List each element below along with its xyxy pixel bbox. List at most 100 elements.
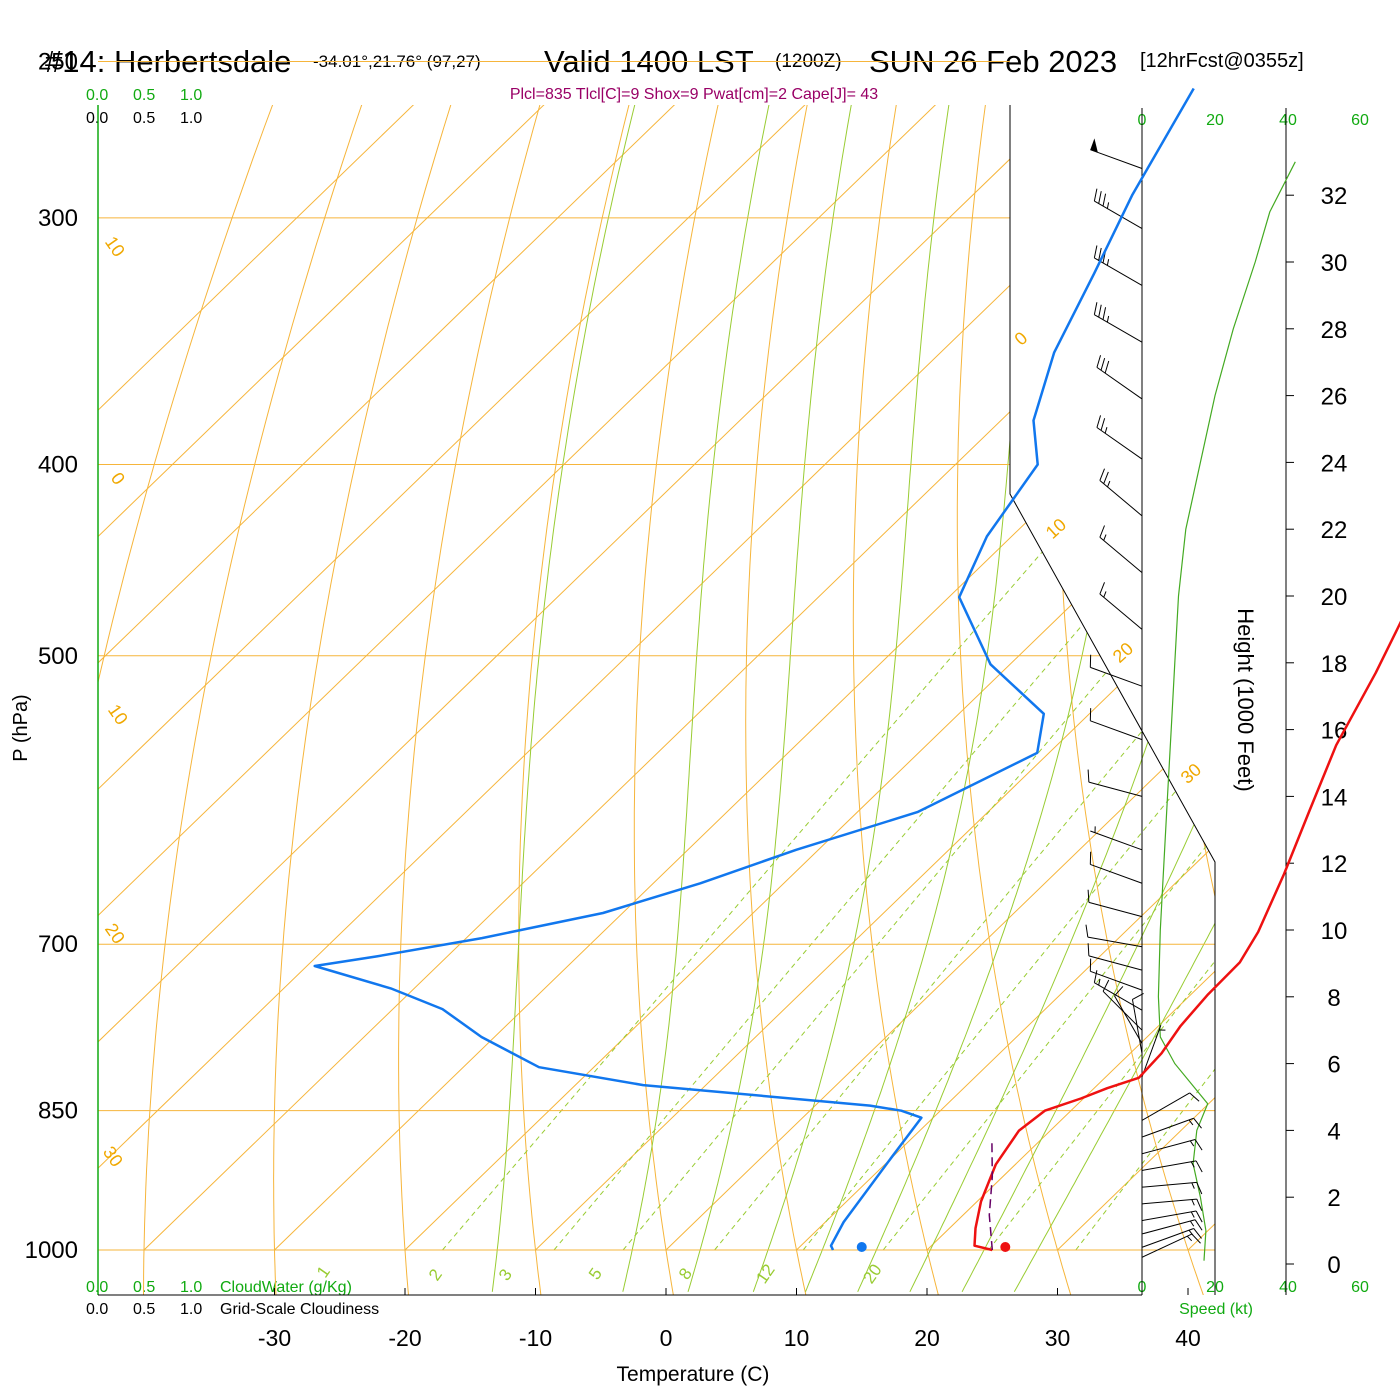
speed-scale-bottom: 0 20 40 60 Speed (kt): [1138, 1279, 1369, 1318]
cloudiness-tick-top: 0.5: [133, 110, 155, 127]
y-axis-label: P (hPa): [10, 694, 32, 761]
moist-adiabat-line: [491, 105, 656, 1292]
wind-barb-staff: [1090, 666, 1143, 687]
wind-barb-staff: [1090, 830, 1143, 851]
pressure-tick-label: 850: [38, 1098, 78, 1125]
forecast-info: [12hrFcst@0355z]: [1140, 50, 1304, 72]
wind-barb-flag: [1195, 1160, 1203, 1173]
wind-barb-half-flag: [1106, 315, 1110, 323]
height-tick-label: 30: [1321, 250, 1348, 277]
speed-axis-label: Speed (kt): [1179, 1301, 1253, 1318]
dry-adiabat-line: [398, 105, 575, 1295]
wind-barb-staff: [1087, 936, 1143, 948]
wind-barb: [1099, 468, 1143, 517]
x-tick-label: 30: [1045, 1325, 1071, 1351]
surface-temperature-marker: [1000, 1242, 1011, 1252]
wind-barb-staff: [1090, 720, 1143, 741]
wind-barb: [1089, 654, 1143, 687]
wind-barb-staff: [1141, 1181, 1197, 1188]
pressure-tick-label: 300: [38, 205, 78, 232]
height-tick-label: 10: [1321, 918, 1348, 945]
wind-barb-half-flag: [1107, 480, 1111, 488]
cloudwater-tick-bottom: 0.5: [133, 1279, 155, 1296]
cloudiness-tick-top: 1.0: [180, 110, 202, 127]
wind-barb-flag: [1103, 471, 1109, 484]
wind-barb-staff: [1141, 1117, 1194, 1138]
wind-barb-half-flag: [1191, 1199, 1195, 1206]
wind-barb: [1093, 188, 1143, 230]
wind-barb-flag: [1093, 970, 1098, 983]
moist-adiabat-line: [961, 105, 1215, 1293]
wind-barb-flag: [1193, 1228, 1202, 1239]
wind-barb: [1093, 245, 1143, 286]
wind-barb-staff: [1088, 901, 1143, 918]
x-tick-label: 10: [784, 1325, 810, 1351]
height-tick-label: 12: [1321, 851, 1348, 878]
pressure-axis-ticks: 1000 850 700 500 400 300 250: [25, 49, 78, 1264]
wind-barb-flag: [1087, 943, 1090, 956]
wind-barb-staff: [1090, 970, 1143, 991]
wind-barb: [1089, 708, 1143, 741]
wind-barb: [1087, 943, 1143, 971]
moist-adiabat-line: [622, 105, 787, 1292]
wind-barb-staff: [1099, 593, 1143, 630]
moist-adiabat-line: [752, 105, 962, 1292]
wind-barb-flag: [1099, 525, 1105, 538]
height-tick-label: 24: [1321, 450, 1348, 477]
height-tick-label: 22: [1321, 517, 1348, 544]
cloudwater-tick-bottom: 0.0: [86, 1279, 108, 1296]
wind-barb: [1096, 355, 1143, 400]
surface-dewpoint-marker: [856, 1242, 867, 1252]
wind-barb-flag: [1096, 415, 1102, 428]
cloudwater-tick-top: 0.0: [86, 87, 108, 104]
wind-barb-staff: [1141, 1233, 1193, 1258]
pressure-tick-label: 500: [38, 643, 78, 670]
isotherm-line: [274, 105, 1215, 1251]
x-tick-label: -20: [388, 1325, 421, 1351]
wind-barb-flag: [1087, 889, 1090, 903]
wind-barb: [1141, 1198, 1203, 1211]
mixing-ratio-label: 3: [495, 1266, 516, 1285]
wind-barb-flag: [1093, 188, 1098, 202]
x-axis-label: Temperature (C): [617, 1363, 770, 1386]
x-axis-ticks: -30 -20 -10 0 10 20 30 40: [258, 1288, 1201, 1351]
x-tick-label: -30: [258, 1325, 291, 1351]
wind-barb-flag: [1102, 307, 1107, 320]
wind-barb-staff: [1096, 427, 1143, 460]
wind-barb-flag: [1102, 193, 1107, 207]
wind-barb-flag: [1194, 1219, 1203, 1231]
cloudwater-tick-top: 0.5: [133, 87, 155, 104]
isotherm-line: [926, 105, 1215, 1251]
wind-barb-flag: [1196, 1198, 1203, 1211]
mixing-ratio-label: 20: [859, 1261, 885, 1287]
temperature-line: [973, 620, 1400, 1252]
wind-barb: [1141, 1117, 1202, 1138]
cloudiness-tick-bottom: 0.5: [133, 1301, 155, 1318]
wind-barb-flag: [1104, 360, 1110, 374]
wind-barb-pennant: [1090, 138, 1098, 153]
isotherm-label: 10: [1042, 514, 1070, 542]
wind-barb-flag: [1100, 357, 1106, 371]
isotherm-line: [796, 105, 1215, 1251]
wind-barb: [1131, 992, 1144, 1054]
isotherm-line: [1187, 105, 1215, 1251]
cloudwater-tick-bottom: 1.0: [180, 1279, 202, 1296]
wind-barb-flag: [1132, 992, 1144, 1000]
wind-barb-flag: [1096, 355, 1102, 368]
wind-panel: [1085, 138, 1296, 1261]
dry-adiabat-label: 10: [104, 701, 132, 729]
cloudiness-scale-bottom: 0.0 0.5 1.0 Grid-Scale Cloudiness: [86, 1301, 379, 1318]
dewpoint-line: [313, 87, 1195, 1251]
height-tick-label: 6: [1327, 1052, 1340, 1079]
isotherm-label: 20: [1109, 638, 1137, 666]
wind-barb-flag: [1193, 1117, 1202, 1129]
wind-barb-flag: [1085, 924, 1089, 938]
wind-barb: [1090, 138, 1143, 169]
wind-barb-staff: [1090, 863, 1143, 884]
wind-barb-staff: [1141, 1160, 1197, 1171]
speed-tick-top: 60: [1351, 112, 1369, 129]
speed-tick-bottom: 40: [1279, 1279, 1297, 1296]
moist-adiabat-line: [687, 105, 867, 1292]
height-tick-label: 28: [1321, 317, 1348, 344]
wind-barb-staff: [1141, 1219, 1196, 1235]
